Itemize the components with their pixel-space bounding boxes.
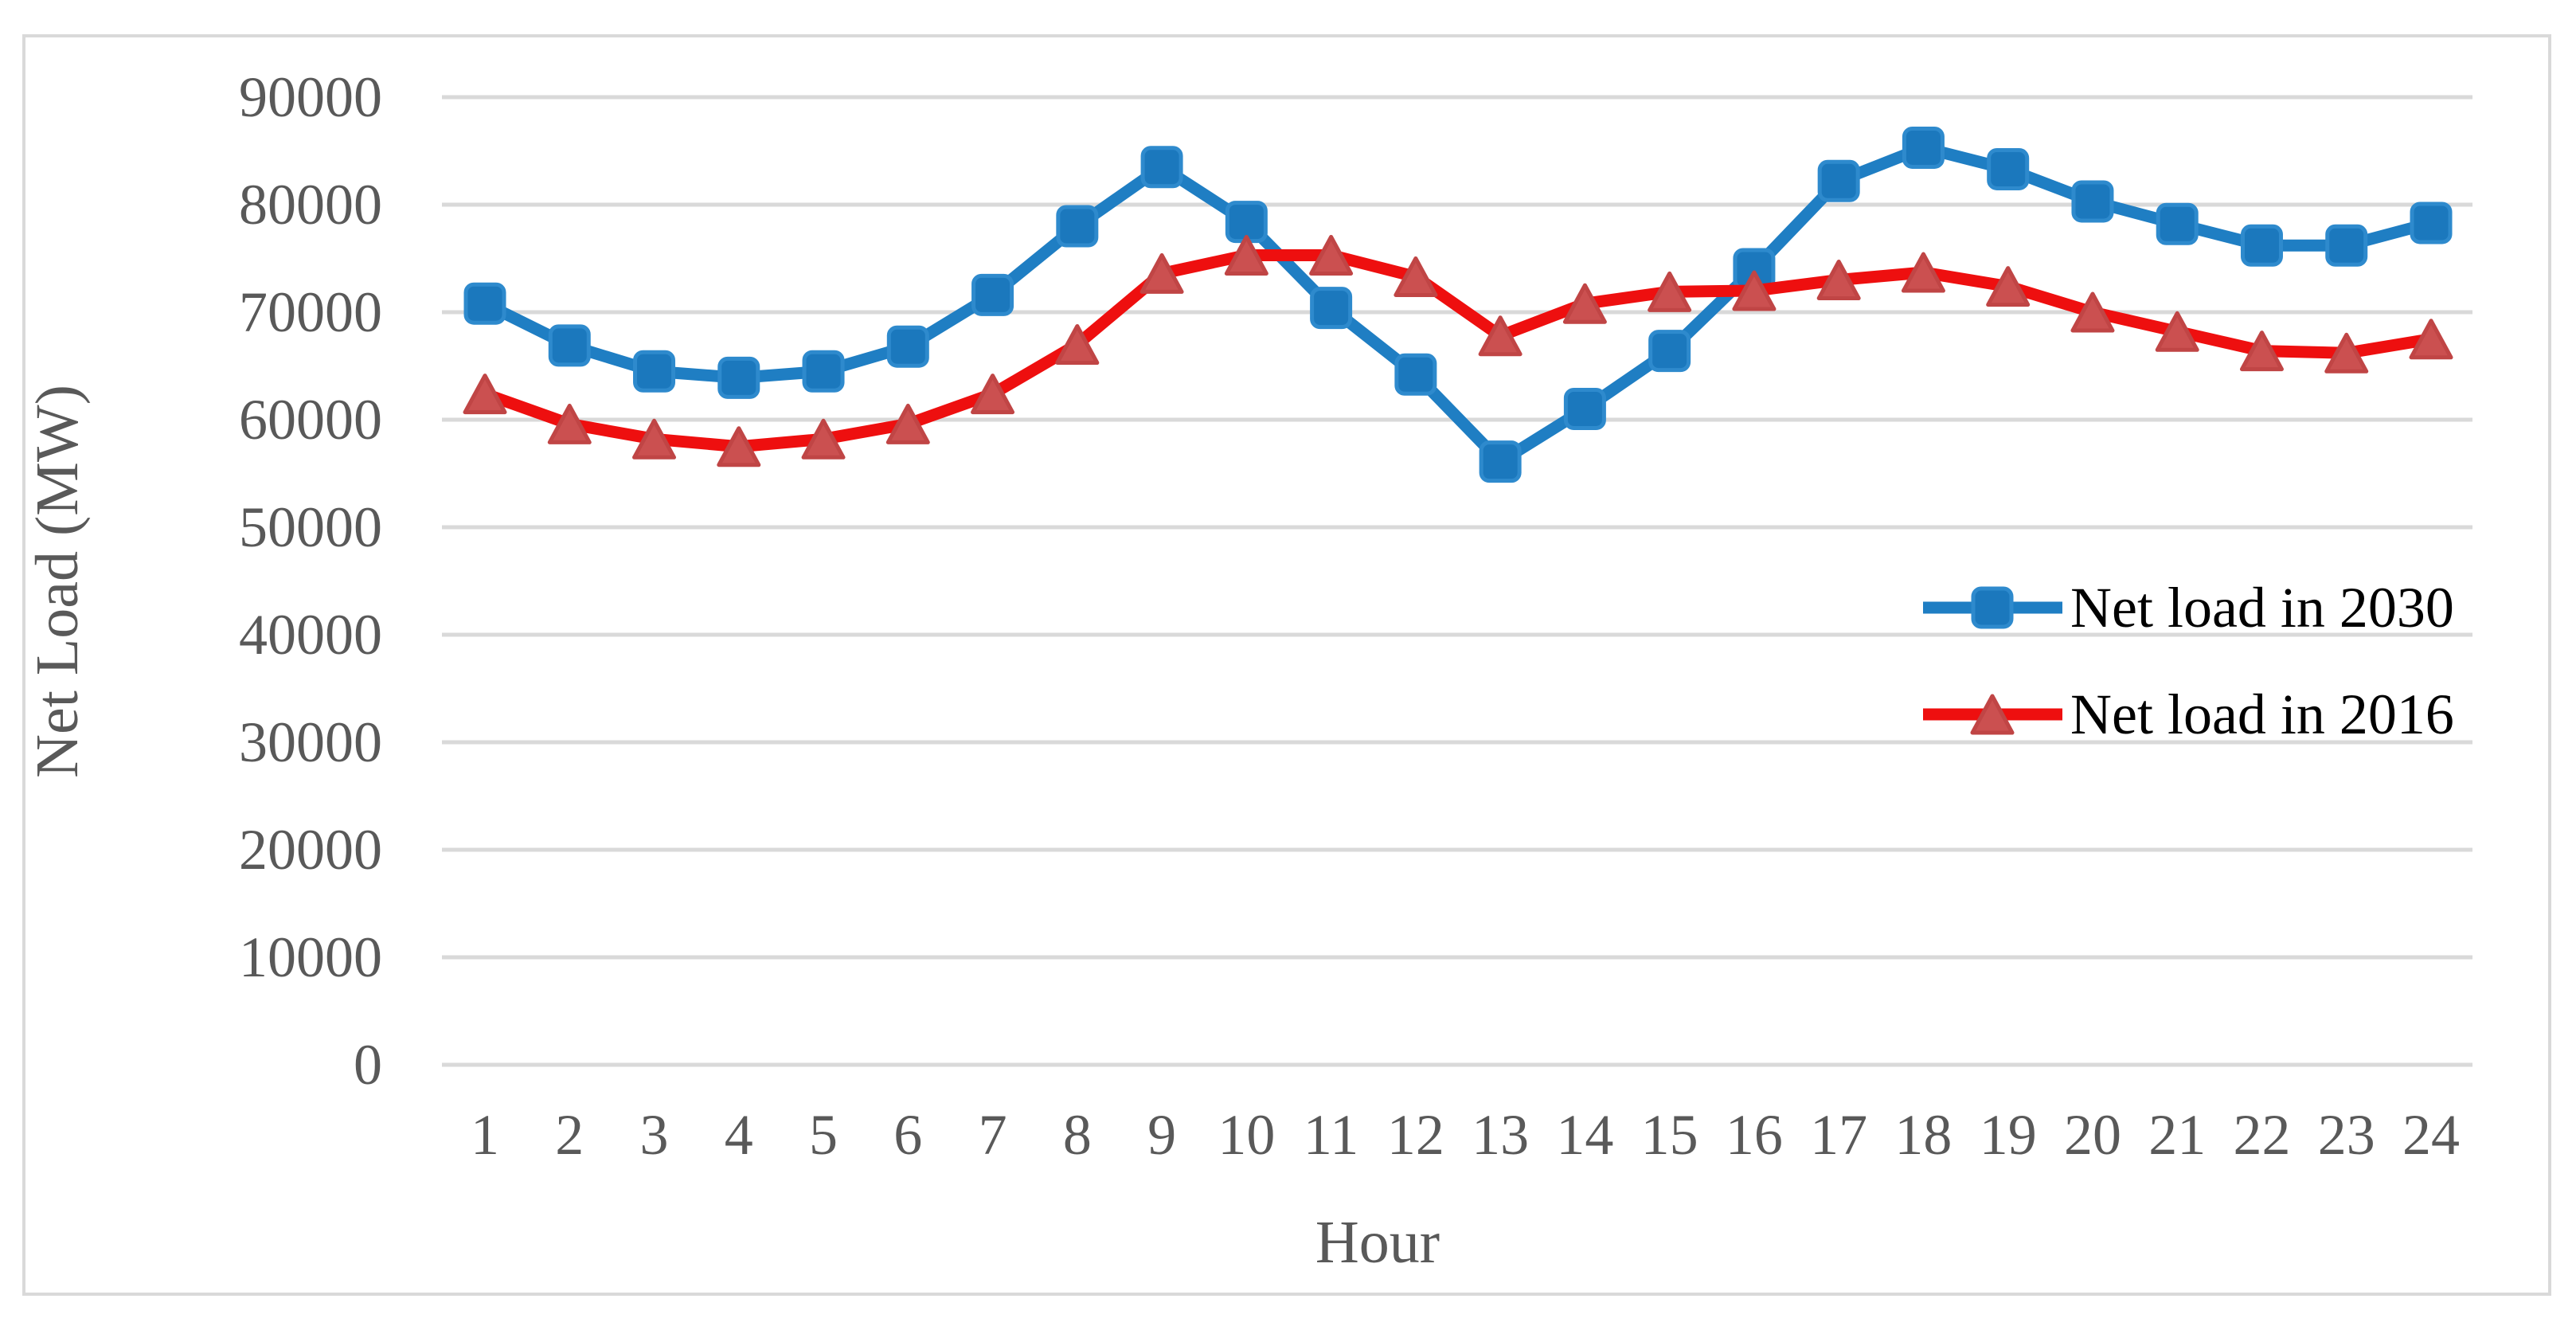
y-tick-label: 60000 [239,388,382,452]
x-tick-label: 6 [893,1103,923,1167]
y-tick-label: 40000 [239,603,382,667]
data-point-marker [1648,271,1692,312]
y-tick-label: 70000 [239,280,382,344]
data-point-marker [2410,201,2453,244]
chart-frame [22,34,2551,1296]
x-tick-label: 21 [2148,1103,2207,1167]
x-tick-label: 12 [1386,1103,1444,1167]
x-tick-label: 2 [555,1103,584,1167]
y-tick-label: 90000 [239,65,382,129]
data-point-marker [1901,252,1945,293]
x-tick-label: 17 [1810,1103,1868,1167]
x-tick-label: 20 [2063,1103,2121,1167]
data-point-marker [2324,332,2369,374]
x-tick-label: 5 [809,1103,838,1167]
y-tick-label: 30000 [239,710,382,774]
data-point-marker [1310,287,1353,330]
y-tick-label: 10000 [239,925,382,989]
data-point-marker [1056,205,1099,248]
x-tick-label: 9 [1147,1103,1177,1167]
data-point-marker [2070,291,2115,333]
data-point-marker [633,350,676,393]
x-tick-label: 16 [1725,1103,1783,1167]
series-line-2016 [479,248,2437,453]
data-point-marker [1479,440,1522,483]
data-point-marker [1902,126,1945,169]
x-tick-label: 7 [978,1103,1007,1167]
data-point-marker [2071,180,2114,223]
data-series [463,126,2453,483]
series-markers-2016 [463,234,2453,467]
data-point-marker [2239,331,2284,372]
data-point-marker [1139,252,1184,294]
data-point-marker [1394,256,1438,297]
data-point-marker [717,356,760,399]
x-tick-label: 23 [2317,1103,2375,1167]
data-point-marker [1394,353,1437,396]
data-point-marker [1986,266,2031,307]
data-point-marker [2240,224,2283,267]
y-axis-title: Net Load (MW) [24,385,91,778]
data-point-marker [802,350,845,393]
data-point-marker [1309,234,1354,276]
x-tick-label: 19 [1979,1103,2037,1167]
gridlines [442,95,2472,1067]
data-point-marker [886,325,929,368]
data-point-marker [885,403,930,444]
y-tick-label: 80000 [239,173,382,237]
data-point-marker [2325,224,2368,267]
x-tick-label: 15 [1640,1103,1698,1167]
data-point-marker [1562,283,1607,324]
data-point-marker [2156,202,2199,245]
x-tick-label: 3 [639,1103,669,1167]
data-point-marker [1563,388,1606,430]
y-tick-label: 50000 [239,495,382,559]
data-point-marker [1817,159,1860,202]
data-point-marker [1648,330,1691,373]
legend-label-2016: Net load in 2016 [2070,683,2454,746]
data-point-marker [971,273,1014,316]
data-point-marker [1224,234,1268,276]
square-marker-icon [1923,586,2062,629]
data-point-marker [971,374,1015,415]
series-markers-2030 [463,126,2453,483]
x-tick-label: 22 [2233,1103,2291,1167]
data-point-marker [1987,147,2030,190]
data-point-marker [2155,311,2199,352]
legend-item-2030: Net load in 2030 [1923,579,2454,636]
y-tick-label: 0 [354,1033,382,1097]
x-tick-label: 1 [471,1103,499,1167]
data-point-marker [548,324,591,367]
x-tick-label: 8 [1062,1103,1092,1167]
data-point-marker [1478,315,1523,357]
x-tick-label: 24 [2402,1103,2460,1167]
x-tick-label: 18 [1894,1103,1953,1167]
data-point-marker [1732,270,1777,311]
data-point-marker [1140,146,1183,189]
x-tick-label: 4 [724,1103,753,1167]
legend-item-2016: Net load in 2016 [1923,686,2454,743]
chart-border [22,34,2551,1296]
x-tick-label: 11 [1303,1103,1359,1167]
data-point-marker [717,426,761,467]
x-axis-title: Hour [1315,1209,1440,1276]
data-point-marker [547,403,592,444]
data-point-marker [801,418,846,460]
data-point-marker [1816,260,1861,300]
x-tick-label: 10 [1218,1103,1276,1167]
x-tick-label: 13 [1472,1103,1530,1167]
data-point-marker [463,374,507,415]
legend-label-2030: Net load in 2030 [2070,576,2454,640]
data-point-marker [2409,319,2453,360]
triangle-marker-icon [1923,694,2062,735]
y-tick-label: 20000 [239,818,382,882]
data-point-marker [463,282,506,325]
data-point-marker [1055,324,1100,365]
x-tick-label: 14 [1556,1103,1614,1167]
data-point-marker [632,418,677,460]
